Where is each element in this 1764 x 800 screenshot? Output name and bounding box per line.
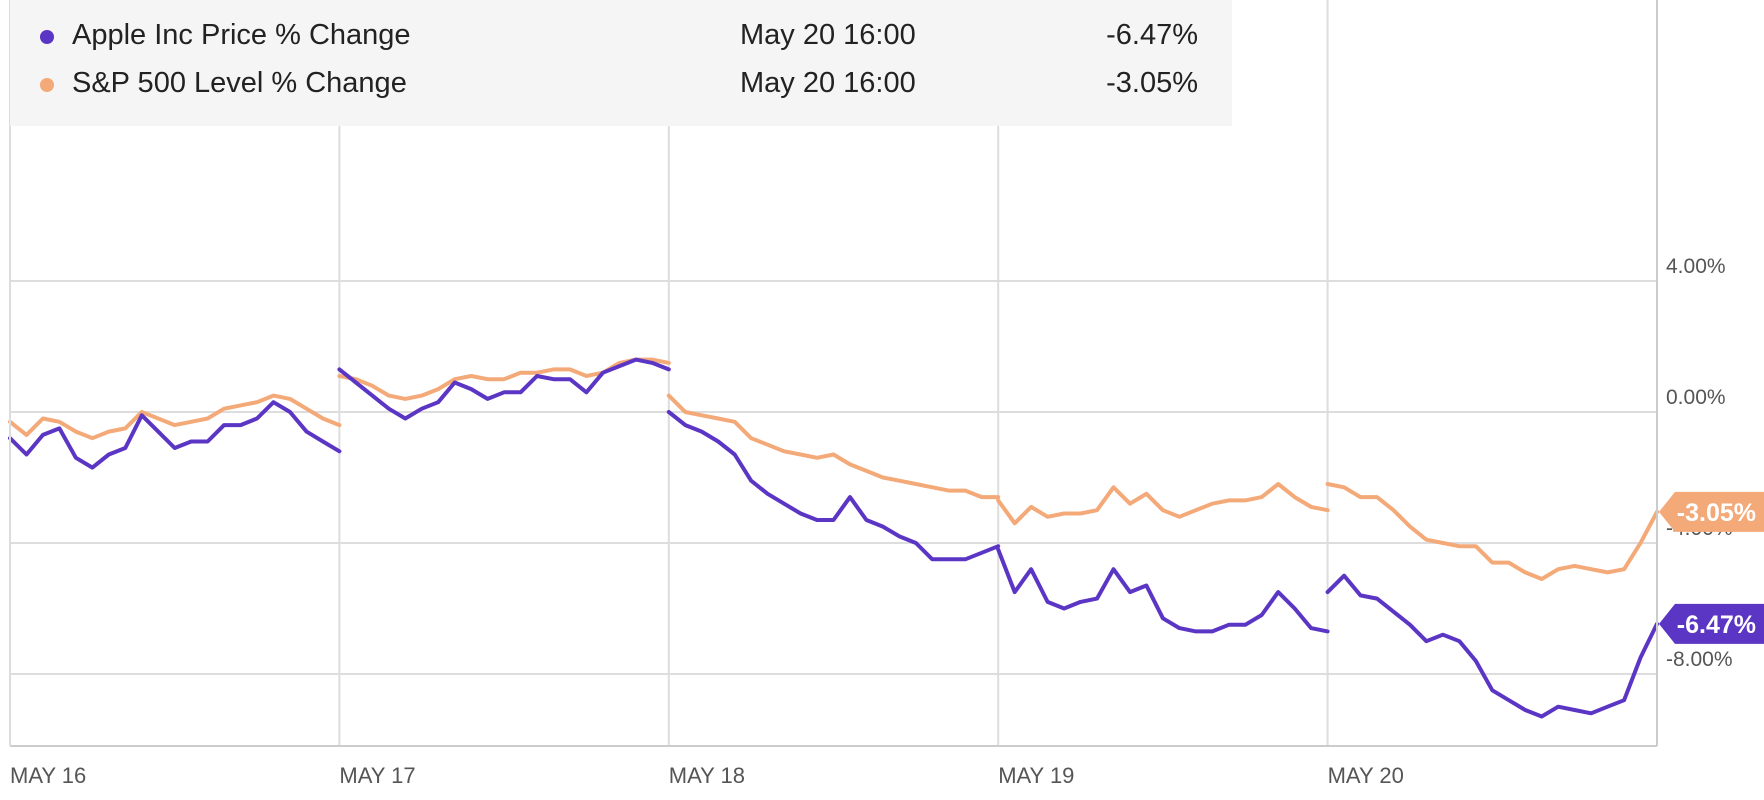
series-line xyxy=(996,547,1330,634)
y-tick-label: 4.00% xyxy=(1666,255,1726,278)
marker-tag xyxy=(1659,603,1764,644)
x-tick-label: MAY 17 xyxy=(339,763,415,788)
series-line xyxy=(8,400,342,470)
chart-legend: Apple Inc Price % Change May 20 16:00 -6… xyxy=(10,0,1232,126)
legend-date: May 20 16:00 xyxy=(740,67,916,99)
marker-label: -3.05% xyxy=(1677,499,1756,527)
series-line xyxy=(1325,573,1659,719)
y-tick-label: 0.00% xyxy=(1666,386,1726,409)
legend-row-apple[interactable]: Apple Inc Price % Change May 20 16:00 -6… xyxy=(10,15,1232,55)
series-line xyxy=(1325,482,1659,581)
marker-label: -6.47% xyxy=(1677,611,1756,639)
legend-series-name: S&P 500 Level % Change xyxy=(72,67,407,99)
y-tick-label: -8.00% xyxy=(1666,648,1733,671)
x-tick-label: MAY 16 xyxy=(10,763,86,788)
marker-tag xyxy=(1659,491,1764,532)
legend-value: -3.05% xyxy=(1106,67,1198,99)
end-value-marker: -6.47% xyxy=(1659,603,1764,644)
x-tick-label: MAY 19 xyxy=(998,763,1074,788)
legend-date: May 20 16:00 xyxy=(740,19,916,51)
end-value-marker: -3.05% xyxy=(1659,491,1764,532)
series-line xyxy=(996,482,1330,526)
chart-lines xyxy=(8,357,1659,719)
legend-row-sp500[interactable]: S&P 500 Level % Change May 20 16:00 -3.0… xyxy=(10,63,1232,103)
x-tick-label: MAY 20 xyxy=(1328,763,1404,788)
legend-series-name: Apple Inc Price % Change xyxy=(72,19,411,51)
legend-dot-sp500 xyxy=(40,78,54,92)
x-tick-label: MAY 18 xyxy=(669,763,745,788)
legend-dot-apple xyxy=(40,30,54,44)
series-line xyxy=(8,393,342,441)
series-line xyxy=(337,357,671,421)
legend-value: -6.47% xyxy=(1106,19,1198,51)
chart-end-markers: -6.47% -3.05% xyxy=(1659,491,1764,644)
series-line xyxy=(666,410,1001,562)
series-line xyxy=(666,393,1001,500)
